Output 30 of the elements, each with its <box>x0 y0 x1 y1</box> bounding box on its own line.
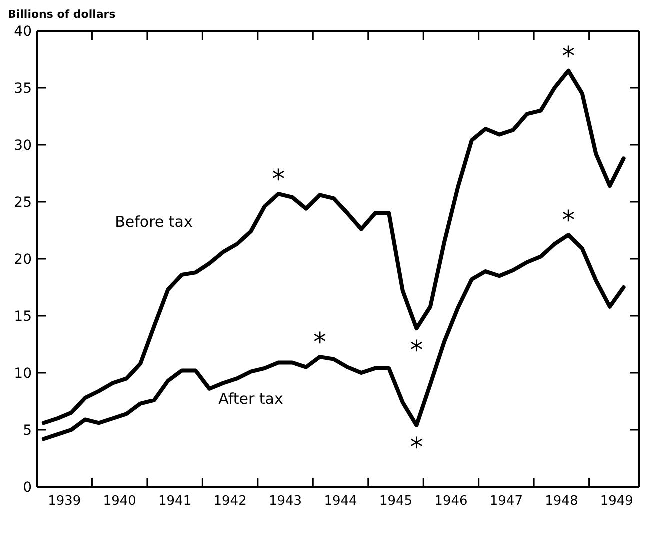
y-tick-label: 5 <box>23 423 32 439</box>
x-tick-label: 1939 <box>48 494 82 509</box>
annotation: * <box>410 432 424 463</box>
x-tick-label: 1947 <box>490 494 523 509</box>
x-tick-label: 1945 <box>379 494 413 509</box>
y-tick-label: 40 <box>14 24 32 40</box>
x-tick-label: 1941 <box>158 494 192 509</box>
y-tick-label: 10 <box>14 366 32 382</box>
series-label: After tax <box>218 390 284 408</box>
y-tick-label: 20 <box>14 252 32 268</box>
y-tick-label: 15 <box>14 309 32 325</box>
y-tick-label: 30 <box>14 138 32 154</box>
text: Before tax <box>115 212 193 231</box>
annotation: * <box>272 165 286 196</box>
x-tick-label: 1946 <box>434 494 468 509</box>
x-tick-label: 1940 <box>103 494 136 509</box>
y-axis-title: Billions of dollars <box>8 8 116 21</box>
x-tick-label: 1942 <box>214 494 247 509</box>
x-tick-label: 1948 <box>545 494 578 509</box>
annotation: * <box>562 206 576 236</box>
x-tick-label: 1943 <box>268 494 302 509</box>
x-tick-label: 1949 <box>600 494 634 509</box>
y-tick-label: 0 <box>23 480 32 496</box>
annotation: * <box>314 328 327 358</box>
y-tick-label: 25 <box>14 195 32 211</box>
line-series <box>42 68 626 426</box>
annotation: * <box>562 42 576 72</box>
y-tick-label: 35 <box>14 81 32 97</box>
annotation: * <box>410 336 424 366</box>
x-tick-label: 1944 <box>324 494 358 509</box>
